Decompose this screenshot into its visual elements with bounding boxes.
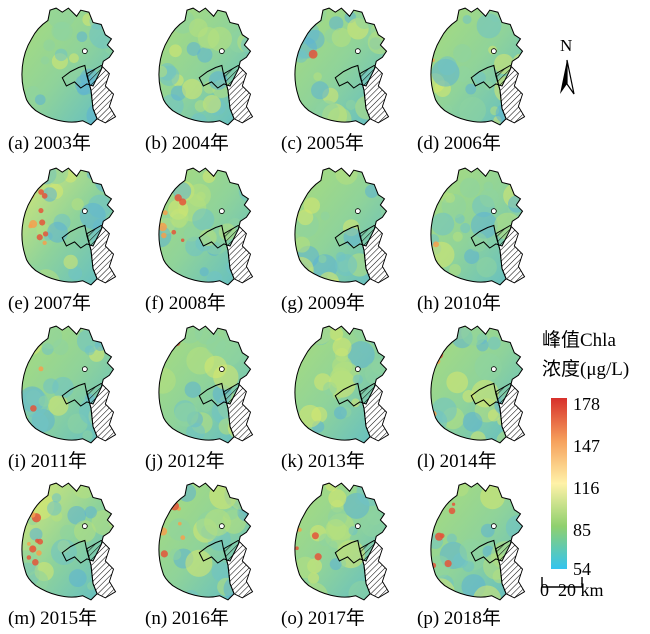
map-panel-2007: (e) 2007年 <box>4 164 139 319</box>
panel-caption: (p) 2018年 <box>417 608 501 629</box>
excluded-area <box>359 224 390 284</box>
lake-map-2013 <box>294 325 390 444</box>
map-panel-2003: (a) 2003年 <box>4 4 139 159</box>
excluded-area <box>86 539 117 599</box>
excluded-area <box>359 539 390 599</box>
panel-caption: (h) 2010年 <box>417 293 501 314</box>
scale-bar: 0 20 km <box>540 577 630 605</box>
panel-caption: (k) 2013年 <box>281 451 365 472</box>
panel-caption: (b) 2004年 <box>145 133 229 154</box>
map-panel-2013: (k) 2013年 <box>277 322 412 477</box>
map-panel-2016: (n) 2016年 <box>141 479 276 634</box>
colorbar <box>551 398 567 569</box>
north-label: N <box>560 36 573 55</box>
panel-caption: (j) 2012年 <box>145 451 225 472</box>
excluded-area <box>495 64 526 124</box>
panel-caption: (g) 2009年 <box>281 293 365 314</box>
colorbar-tick-label: 178 <box>573 394 600 414</box>
lake-map-2009 <box>294 167 390 286</box>
colorbar-tick-label: 54 <box>573 559 591 579</box>
lake-map-2006 <box>430 7 526 126</box>
excluded-area <box>495 539 526 599</box>
panel-caption: (a) 2003年 <box>8 133 91 154</box>
panel-caption: (n) 2016年 <box>145 608 229 629</box>
excluded-area <box>495 382 526 442</box>
excluded-area <box>86 224 117 284</box>
map-panel-2018: (p) 2018年 <box>413 479 548 634</box>
lake-map-2003 <box>21 7 117 126</box>
excluded-area <box>223 382 254 442</box>
scale-label: 0 20 km <box>540 580 604 600</box>
panel-caption: (f) 2008年 <box>145 293 226 314</box>
lake-map-2015 <box>21 482 117 601</box>
lake-map-2014 <box>430 325 526 444</box>
lake-map-2004 <box>158 7 254 126</box>
scale-bar-line <box>541 577 583 588</box>
lake-map-2005 <box>294 7 390 126</box>
excluded-area <box>495 224 526 284</box>
lake-map-2010 <box>430 167 526 286</box>
excluded-area <box>359 382 390 442</box>
panel-caption: (i) 2011年 <box>8 451 87 472</box>
lake-map-2012 <box>158 325 254 444</box>
legend-title: 峰值Chla 浓度(μg/L) <box>542 326 629 384</box>
lake-map-2008 <box>158 167 254 286</box>
map-panel-2015: (m) 2015年 <box>4 479 139 634</box>
legend-title-line1: 峰值Chla <box>542 330 616 351</box>
lake-map-2017 <box>294 482 390 601</box>
excluded-area <box>223 539 254 599</box>
lake-map-2011 <box>21 325 117 444</box>
colorbar-tick-label: 85 <box>573 520 591 540</box>
map-panel-2006: (d) 2006年 <box>413 4 548 159</box>
map-panel-2012: (j) 2012年 <box>141 322 276 477</box>
legend-title-line2: 浓度(μg/L) <box>542 359 630 380</box>
panel-caption: (l) 2014年 <box>417 451 497 472</box>
map-panel-2011: (i) 2011年 <box>4 322 139 477</box>
colorbar-tick-label: 147 <box>573 436 600 456</box>
map-panel-2009: (g) 2009年 <box>277 164 412 319</box>
excluded-area <box>86 382 117 442</box>
panel-caption: (e) 2007年 <box>8 293 91 314</box>
panel-caption: (c) 2005年 <box>281 133 364 154</box>
north-arrow: N <box>552 36 592 98</box>
panel-caption: (o) 2017年 <box>281 608 365 629</box>
excluded-area <box>86 64 117 124</box>
lake-map-2016 <box>158 482 254 601</box>
excluded-area <box>223 224 254 284</box>
lake-map-2007 <box>21 167 117 286</box>
panel-caption: (m) 2015年 <box>8 608 98 629</box>
map-panel-2004: (b) 2004年 <box>141 4 276 159</box>
excluded-area <box>223 64 254 124</box>
map-panel-2010: (h) 2010年 <box>413 164 548 319</box>
map-panel-2014: (l) 2014年 <box>413 322 548 477</box>
panel-caption: (d) 2006年 <box>417 133 501 154</box>
map-panel-2008: (f) 2008年 <box>141 164 276 319</box>
map-panel-2017: (o) 2017年 <box>277 479 412 634</box>
map-panel-2005: (c) 2005年 <box>277 4 412 159</box>
lake-map-2018 <box>430 482 526 601</box>
excluded-area <box>359 64 390 124</box>
colorbar-tick-label: 116 <box>573 478 600 498</box>
north-arrow-icon <box>560 59 575 95</box>
